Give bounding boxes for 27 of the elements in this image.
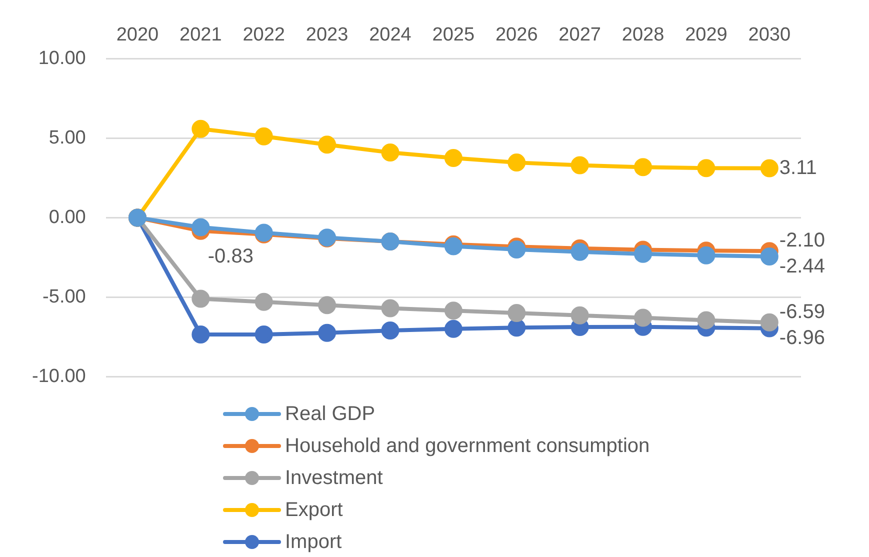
x-tick-label: 2021 [180, 24, 222, 46]
legend-label: Export [285, 498, 343, 522]
x-tick-label: 2026 [495, 24, 538, 46]
data-label: -6.59 [779, 300, 825, 323]
y-tick-label: 5.00 [48, 127, 86, 148]
x-tick-label: 2022 [242, 24, 285, 46]
x-tick-label: 2020 [116, 24, 159, 46]
data-label: -6.96 [779, 326, 825, 349]
data-label: 3.11 [779, 156, 817, 179]
x-tick-label: 2027 [558, 24, 601, 46]
x-tick-label: 2025 [432, 24, 475, 46]
legend-label: Household and government consumption [285, 434, 650, 458]
legend-label: Investment [285, 466, 383, 490]
legend-label: Real GDP [285, 402, 376, 426]
data-label: -0.83 [208, 245, 254, 268]
legend-label: Import [285, 530, 342, 554]
x-tick-label: 2030 [748, 24, 791, 46]
y-tick-label: -5.00 [42, 286, 86, 308]
x-tick-label: 2029 [685, 24, 728, 46]
x-tick-label: 2024 [369, 24, 412, 46]
y-tick-label: -10.00 [32, 366, 86, 387]
y-tick-label: 10.00 [38, 48, 86, 70]
data-label: -2.10 [779, 229, 825, 252]
data-label: -2.44 [779, 255, 825, 278]
x-tick-label: 2023 [306, 24, 348, 46]
y-tick-label: 0.00 [48, 206, 86, 228]
x-tick-label: 2028 [622, 24, 664, 46]
